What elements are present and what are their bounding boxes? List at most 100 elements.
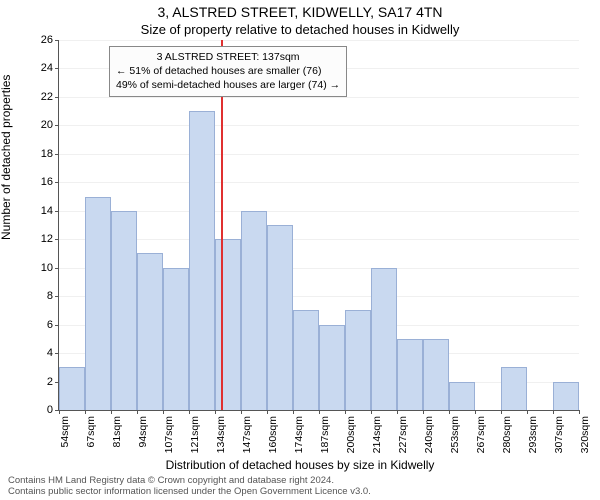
y-tick-label: 20 xyxy=(41,119,53,131)
histogram-bar xyxy=(59,367,85,410)
x-tick-mark xyxy=(137,410,138,414)
x-tick-mark xyxy=(163,410,164,414)
y-tick-label: 22 xyxy=(41,91,53,103)
x-tick-mark xyxy=(241,410,242,414)
x-tick-label: 187sqm xyxy=(319,416,331,453)
x-tick-label: 240sqm xyxy=(423,416,435,453)
x-tick-mark xyxy=(111,410,112,414)
x-tick-mark xyxy=(423,410,424,414)
histogram-bar xyxy=(397,339,423,410)
x-tick-label: 107sqm xyxy=(163,416,175,453)
x-tick-label: 160sqm xyxy=(267,416,279,453)
annotation-box: 3 ALSTRED STREET: 137sqm ← 51% of detach… xyxy=(109,46,347,97)
chart-container: { "header": { "title": "3, ALSTRED STREE… xyxy=(0,0,600,500)
footer-line-2: Contains public sector information licen… xyxy=(8,487,592,498)
x-tick-mark xyxy=(397,410,398,414)
x-tick-label: 200sqm xyxy=(345,416,357,453)
y-tick-label: 0 xyxy=(47,404,53,416)
x-axis-label: Distribution of detached houses by size … xyxy=(0,458,600,472)
x-tick-mark xyxy=(475,410,476,414)
x-tick-label: 81sqm xyxy=(111,416,123,448)
y-tick-mark xyxy=(55,97,59,98)
histogram-bar xyxy=(345,310,371,410)
histogram-bar xyxy=(501,367,527,410)
histogram-bar xyxy=(371,268,397,410)
gridline xyxy=(59,182,579,183)
gridline xyxy=(59,211,579,212)
x-tick-label: 67sqm xyxy=(85,416,97,448)
y-tick-label: 24 xyxy=(41,62,53,74)
y-tick-mark xyxy=(55,325,59,326)
y-tick-mark xyxy=(55,68,59,69)
annotation-line-3: 49% of semi-detached houses are larger (… xyxy=(116,78,340,92)
x-tick-mark xyxy=(59,410,60,414)
y-tick-label: 18 xyxy=(41,148,53,160)
y-tick-mark xyxy=(55,40,59,41)
histogram-bar xyxy=(423,339,449,410)
x-tick-label: 147sqm xyxy=(241,416,253,453)
footer-attribution: Contains HM Land Registry data © Crown c… xyxy=(8,476,592,498)
y-tick-mark xyxy=(55,125,59,126)
y-tick-label: 6 xyxy=(47,319,53,331)
gridline xyxy=(59,239,579,240)
y-tick-label: 12 xyxy=(41,233,53,245)
x-tick-label: 280sqm xyxy=(501,416,513,453)
histogram-bar xyxy=(189,111,215,410)
chart-subtitle: Size of property relative to detached ho… xyxy=(0,22,600,37)
x-tick-label: 267sqm xyxy=(475,416,487,453)
histogram-bar xyxy=(241,211,267,410)
x-tick-label: 307sqm xyxy=(553,416,565,453)
y-tick-label: 26 xyxy=(41,34,53,46)
histogram-bar xyxy=(449,382,475,410)
y-tick-mark xyxy=(55,154,59,155)
histogram-bar xyxy=(163,268,189,410)
y-tick-mark xyxy=(55,353,59,354)
x-tick-label: 214sqm xyxy=(371,416,383,453)
y-tick-label: 4 xyxy=(47,347,53,359)
x-tick-mark xyxy=(215,410,216,414)
x-tick-mark xyxy=(267,410,268,414)
x-tick-mark xyxy=(449,410,450,414)
x-tick-mark xyxy=(553,410,554,414)
gridline xyxy=(59,154,579,155)
x-tick-label: 54sqm xyxy=(59,416,71,448)
x-tick-label: 293sqm xyxy=(527,416,539,453)
x-tick-label: 253sqm xyxy=(449,416,461,453)
annotation-line-2: ← 51% of detached houses are smaller (76… xyxy=(116,64,340,78)
y-tick-mark xyxy=(55,239,59,240)
plot-area: 0246810121416182022242654sqm67sqm81sqm94… xyxy=(58,40,579,411)
gridline xyxy=(59,97,579,98)
annotation-line-1: 3 ALSTRED STREET: 137sqm xyxy=(116,50,340,64)
x-tick-mark xyxy=(293,410,294,414)
x-tick-label: 174sqm xyxy=(293,416,305,453)
y-tick-mark xyxy=(55,211,59,212)
x-tick-mark xyxy=(85,410,86,414)
histogram-bar xyxy=(293,310,319,410)
histogram-bar xyxy=(215,239,241,410)
y-axis-label: Number of detached properties xyxy=(0,75,13,240)
gridline xyxy=(59,40,579,41)
x-tick-mark xyxy=(189,410,190,414)
histogram-bar xyxy=(111,211,137,410)
histogram-bar xyxy=(85,197,111,410)
histogram-bar xyxy=(267,225,293,410)
page-title: 3, ALSTRED STREET, KIDWELLY, SA17 4TN xyxy=(0,4,600,20)
y-tick-label: 16 xyxy=(41,176,53,188)
x-tick-mark xyxy=(527,410,528,414)
y-tick-mark xyxy=(55,268,59,269)
y-tick-label: 2 xyxy=(47,376,53,388)
x-tick-mark xyxy=(579,410,580,414)
y-tick-mark xyxy=(55,296,59,297)
x-tick-label: 320sqm xyxy=(579,416,591,453)
y-tick-label: 8 xyxy=(47,290,53,302)
x-tick-label: 134sqm xyxy=(215,416,227,453)
x-tick-mark xyxy=(319,410,320,414)
y-tick-label: 14 xyxy=(41,205,53,217)
histogram-bar xyxy=(137,253,163,410)
x-tick-label: 121sqm xyxy=(189,416,201,453)
gridline xyxy=(59,125,579,126)
histogram-bar xyxy=(553,382,579,410)
y-tick-label: 10 xyxy=(41,262,53,274)
x-tick-mark xyxy=(501,410,502,414)
y-tick-mark xyxy=(55,182,59,183)
